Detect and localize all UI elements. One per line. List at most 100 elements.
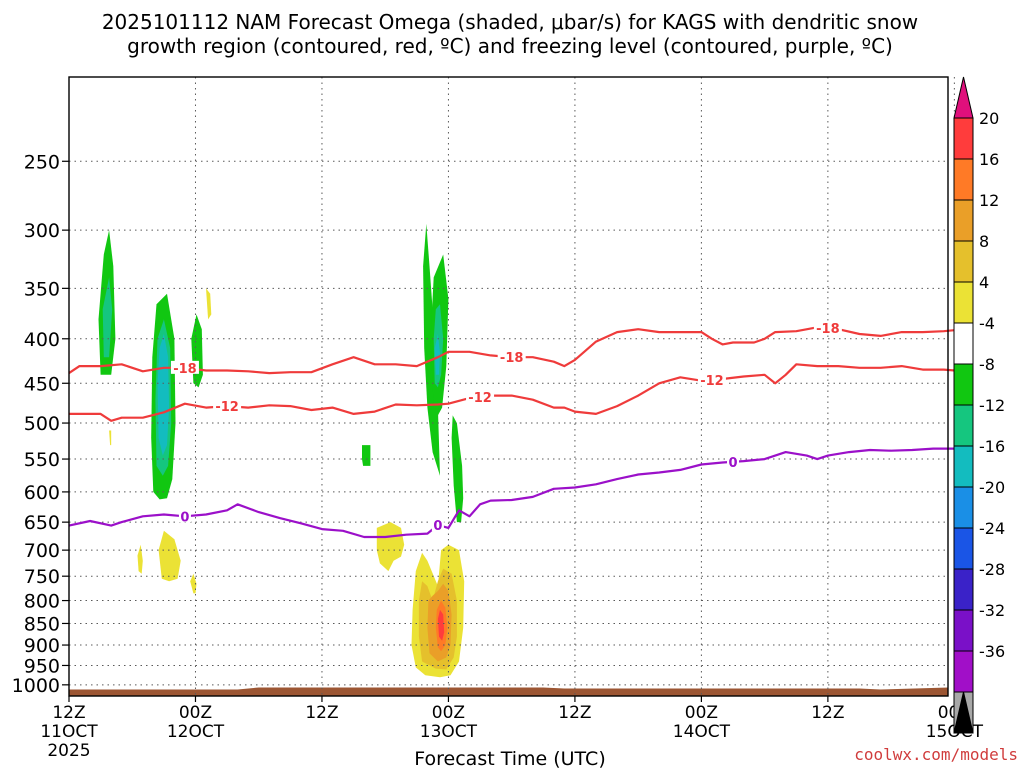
colorbar-segment [953, 158, 974, 201]
colorbar-label: -32 [979, 601, 1005, 620]
contour-label: -18 [816, 322, 840, 337]
omega-shade-4 [157, 334, 170, 456]
contour-label-bg [431, 518, 444, 532]
omega-shade-17 [376, 522, 405, 572]
contour--18C [68, 326, 966, 375]
y-tick-label: 550 [24, 449, 60, 471]
omega-shade-16 [190, 573, 197, 594]
colorbar-segment [953, 199, 974, 242]
x-tick-time: 00Z [179, 703, 212, 723]
y-tick-label: 750 [24, 566, 60, 588]
x-tick-date: 13OCT [420, 722, 478, 742]
omega-shade-6 [362, 445, 371, 466]
colorbar-top-arrow [953, 76, 974, 119]
colorbar-segment [953, 281, 974, 324]
y-tick-label: 250 [24, 151, 60, 173]
contour-label: 0 [433, 519, 442, 534]
colorbar-label: -28 [979, 560, 1005, 579]
chart-title-line1: 2025101112 NAM Forecast Omega (shaded, μ… [102, 10, 918, 34]
grid-layer [69, 77, 955, 696]
colorbar-segment [953, 568, 974, 611]
y-tick-label: 1000 [12, 675, 60, 697]
contour-label-bg [170, 360, 199, 374]
y-tick-label: 950 [24, 655, 60, 677]
y-tick-label: 350 [24, 278, 60, 300]
contour-0C [68, 446, 966, 539]
colorbar: 20 16 12 8 4 -4 -8 -12 -16 -20 -24 -28 -32 -36 [953, 76, 1005, 734]
omega-shade-1 [102, 277, 113, 358]
y-tick-label: 800 [24, 591, 60, 613]
contour-label-bg [213, 399, 242, 413]
y-tick-label: 450 [24, 373, 60, 395]
colorbar-label: 20 [979, 109, 999, 128]
x-tick-date: 11OCT [40, 722, 98, 742]
colorbar-label: -20 [979, 478, 1005, 497]
contour-label: -12 [468, 391, 492, 406]
colorbar-label: -16 [979, 437, 1005, 456]
colorbar-segment [953, 117, 974, 160]
plot-fill-layer [69, 223, 948, 696]
colorbar-segment [953, 609, 974, 652]
watermark: coolwx.com/models [854, 745, 1018, 764]
contour-label: 0 [180, 510, 189, 525]
x-tick-date: 12OCT [167, 722, 225, 742]
y-tick-label: 850 [24, 613, 60, 635]
omega-shade-13 [109, 430, 112, 446]
colorbar-label: -8 [979, 355, 995, 374]
colorbar-bottom-arrow [953, 691, 974, 734]
y-axis: 2503003504004505005506006507007508008509… [12, 151, 69, 697]
x-tick-year: 2025 [47, 741, 90, 761]
x-tick-time: 00Z [685, 703, 718, 723]
colorbar-label: -4 [979, 314, 995, 333]
contour-label: -12 [215, 400, 239, 415]
x-tick-time: 12Z [558, 703, 591, 723]
colorbar-segment [953, 445, 974, 488]
y-tick-label: 700 [24, 540, 60, 562]
omega-shade-12 [206, 288, 212, 320]
contour-label-bg [178, 509, 191, 523]
x-tick-time: 00Z [432, 703, 465, 723]
y-tick-label: 600 [24, 482, 60, 504]
y-tick-label: 500 [24, 413, 60, 435]
omega-shade-14 [137, 544, 143, 574]
colorbar-segment [953, 322, 974, 365]
omega-shade-15 [158, 530, 181, 582]
colorbar-label: 4 [979, 273, 989, 292]
colorbar-segment [953, 363, 974, 406]
y-tick-label: 900 [24, 635, 60, 657]
plot-frame [68, 76, 949, 697]
colorbar-label: -12 [979, 396, 1005, 415]
x-tick-date: 14OCT [673, 722, 731, 742]
contour-label: 0 [728, 456, 737, 471]
contour-label-bg [727, 454, 740, 468]
colorbar-segment [953, 486, 974, 529]
colorbar-label: 8 [979, 232, 989, 251]
contour-label-bg [497, 350, 526, 364]
colorbar-label: -36 [979, 642, 1005, 661]
x-tick-time: 12Z [52, 703, 85, 723]
x-tick-time: 12Z [811, 703, 844, 723]
colorbar-segment [953, 404, 974, 447]
colorbar-segment [953, 527, 974, 570]
contour-label-bg [466, 389, 495, 403]
terrain-fill [69, 687, 948, 696]
omega-shade-22 [437, 609, 445, 641]
x-tick-time: 12Z [305, 703, 338, 723]
y-tick-label: 300 [24, 220, 60, 242]
colorbar-label: 12 [979, 191, 999, 210]
contour-label-bg [697, 372, 726, 386]
colorbar-segment [953, 240, 974, 283]
x-axis-label: Forecast Time (UTC) [414, 748, 605, 768]
contour-label: -12 [700, 374, 724, 389]
omega-shade-10 [434, 334, 440, 375]
y-tick-label: 400 [24, 329, 60, 351]
chart-title-line2: growth region (contoured, red, ºC) and f… [127, 34, 893, 58]
colorbar-label: -24 [979, 519, 1005, 538]
y-tick-label: 650 [24, 512, 60, 534]
colorbar-segment [953, 650, 974, 693]
contour-label-bg [813, 321, 842, 335]
colorbar-label: 16 [979, 150, 999, 169]
contour-layer: -18 -18 -18 -12 -12 -12 0 0 0 [68, 321, 966, 539]
contour-label: -18 [500, 351, 524, 366]
